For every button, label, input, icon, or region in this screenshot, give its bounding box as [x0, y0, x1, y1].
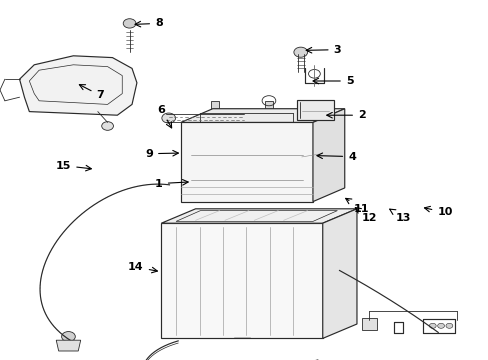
Ellipse shape	[305, 153, 314, 158]
Circle shape	[445, 323, 452, 328]
Circle shape	[437, 323, 444, 328]
Text: 9: 9	[145, 149, 178, 159]
Text: 14: 14	[128, 262, 157, 273]
Circle shape	[61, 332, 75, 342]
Bar	[264, 101, 272, 110]
Text: 5: 5	[312, 76, 353, 86]
Text: 1: 1	[155, 179, 188, 189]
Ellipse shape	[299, 150, 321, 161]
Text: 2: 2	[326, 110, 365, 120]
Text: 12: 12	[355, 208, 376, 223]
Polygon shape	[20, 56, 137, 115]
Bar	[209, 110, 221, 117]
Polygon shape	[161, 223, 322, 338]
Polygon shape	[322, 209, 356, 338]
Circle shape	[364, 320, 373, 328]
Text: 4: 4	[316, 152, 355, 162]
Text: 15: 15	[56, 161, 91, 171]
Circle shape	[123, 19, 136, 28]
Polygon shape	[312, 109, 344, 202]
Text: 13: 13	[389, 209, 410, 223]
Circle shape	[102, 122, 113, 130]
Bar	[263, 110, 274, 117]
Text: 3: 3	[305, 45, 341, 55]
Text: 6: 6	[157, 105, 171, 128]
Polygon shape	[161, 209, 356, 223]
Polygon shape	[297, 100, 333, 120]
Text: 8: 8	[135, 18, 163, 28]
Polygon shape	[181, 109, 344, 122]
Text: 10: 10	[424, 206, 452, 217]
Circle shape	[309, 102, 321, 111]
Bar	[211, 101, 219, 110]
Circle shape	[293, 47, 307, 57]
Text: 7: 7	[79, 85, 104, 100]
Polygon shape	[56, 340, 81, 351]
Polygon shape	[181, 122, 312, 202]
Circle shape	[428, 323, 435, 328]
Polygon shape	[361, 318, 376, 330]
Polygon shape	[176, 211, 337, 221]
Circle shape	[162, 113, 175, 123]
Text: 11: 11	[345, 198, 369, 214]
